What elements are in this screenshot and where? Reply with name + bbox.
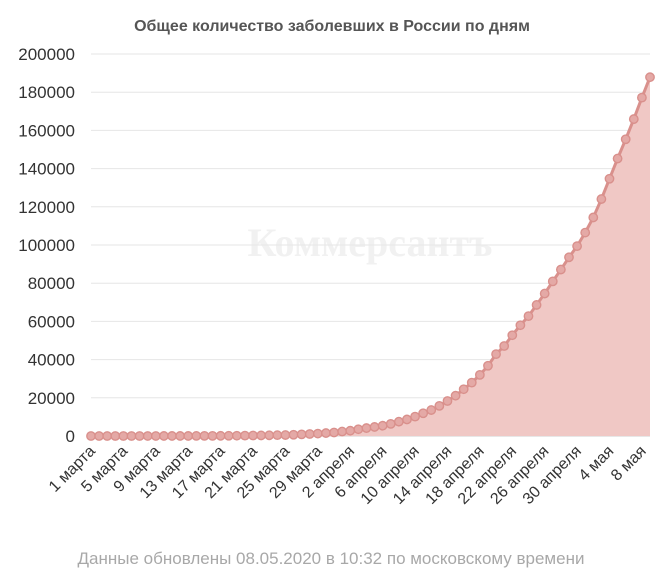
x-tick-label: 8 мая bbox=[608, 443, 650, 485]
data-point bbox=[377, 420, 388, 431]
data-point bbox=[304, 429, 315, 439]
data-point bbox=[126, 431, 137, 441]
data-point bbox=[215, 430, 226, 441]
data-point bbox=[240, 430, 250, 441]
data-point bbox=[248, 430, 258, 441]
data-point bbox=[191, 431, 202, 441]
gridlines bbox=[91, 53, 650, 437]
area-fill bbox=[91, 77, 650, 436]
data-point bbox=[231, 430, 242, 441]
data-point bbox=[596, 194, 607, 204]
data-point bbox=[539, 288, 550, 299]
y-tick-label: 20000 bbox=[28, 389, 75, 408]
data-point bbox=[402, 414, 412, 425]
data-point bbox=[393, 416, 404, 427]
data-point bbox=[329, 427, 339, 438]
data-point bbox=[142, 431, 153, 441]
data-points bbox=[86, 72, 655, 441]
data-point bbox=[134, 431, 145, 441]
data-point bbox=[86, 431, 96, 441]
y-tick-label: 180000 bbox=[18, 83, 75, 102]
data-point bbox=[102, 431, 113, 441]
chart-title: Общее количество заболевших в России по … bbox=[134, 18, 530, 35]
data-point bbox=[150, 431, 161, 441]
data-point bbox=[385, 418, 396, 429]
data-point bbox=[167, 431, 177, 441]
y-tick-label: 80000 bbox=[28, 274, 75, 293]
data-point bbox=[159, 431, 169, 441]
data-point bbox=[264, 430, 275, 441]
x-tick-label: 4 мая bbox=[576, 443, 618, 485]
data-point bbox=[345, 425, 356, 436]
data-point bbox=[361, 423, 372, 433]
update-note: Данные обновлены 08.05.2020 в 10:32 по м… bbox=[78, 549, 585, 568]
y-tick-label: 60000 bbox=[28, 312, 75, 331]
data-point bbox=[353, 424, 364, 435]
y-tick-label: 0 bbox=[66, 427, 75, 446]
data-point bbox=[572, 241, 582, 252]
data-point bbox=[507, 330, 518, 341]
y-tick-label: 200000 bbox=[18, 45, 75, 64]
data-point bbox=[499, 341, 510, 351]
data-point bbox=[296, 429, 307, 440]
data-point bbox=[256, 430, 267, 441]
data-point bbox=[458, 384, 469, 395]
data-point bbox=[223, 430, 234, 441]
data-point bbox=[620, 134, 631, 145]
y-axis-ticks: 0 20000 40000 60000 80000 100000 120000 140000 1… bbox=[18, 45, 75, 446]
data-point bbox=[175, 431, 186, 441]
data-point bbox=[426, 405, 437, 415]
watermark-logo: Коммерсантъ bbox=[248, 220, 493, 265]
data-point bbox=[588, 212, 599, 223]
y-tick-label: 140000 bbox=[18, 160, 75, 179]
data-point bbox=[483, 360, 493, 371]
data-point bbox=[466, 377, 477, 388]
data-point bbox=[491, 349, 501, 360]
data-point bbox=[94, 431, 105, 441]
data-point bbox=[564, 252, 574, 263]
data-point bbox=[450, 390, 461, 401]
area-layer bbox=[91, 77, 650, 436]
data-point bbox=[418, 408, 429, 419]
data-point bbox=[515, 320, 526, 331]
data-point bbox=[474, 369, 485, 380]
data-point bbox=[547, 276, 558, 287]
data-point bbox=[523, 311, 534, 321]
data-point bbox=[580, 227, 591, 238]
data-point bbox=[410, 411, 420, 422]
data-point bbox=[288, 429, 299, 440]
data-point bbox=[272, 430, 283, 441]
y-tick-label: 100000 bbox=[18, 236, 75, 255]
data-point bbox=[312, 428, 323, 439]
data-point bbox=[183, 431, 194, 441]
y-tick-label: 160000 bbox=[18, 121, 75, 140]
data-point bbox=[207, 430, 218, 441]
data-point bbox=[280, 430, 291, 440]
data-point bbox=[645, 72, 655, 83]
data-point bbox=[199, 430, 210, 441]
data-point bbox=[604, 173, 615, 184]
data-point bbox=[628, 114, 639, 124]
data-point bbox=[110, 431, 121, 441]
y-tick-label: 40000 bbox=[28, 351, 75, 370]
data-point bbox=[434, 400, 445, 411]
data-point bbox=[337, 426, 348, 437]
data-point bbox=[612, 153, 623, 164]
data-point bbox=[637, 92, 647, 103]
data-point bbox=[531, 300, 542, 310]
data-point bbox=[442, 396, 453, 406]
data-point bbox=[369, 422, 380, 432]
data-point bbox=[118, 431, 129, 441]
y-tick-label: 120000 bbox=[18, 198, 75, 217]
data-point bbox=[555, 264, 566, 275]
data-point bbox=[321, 428, 331, 438]
